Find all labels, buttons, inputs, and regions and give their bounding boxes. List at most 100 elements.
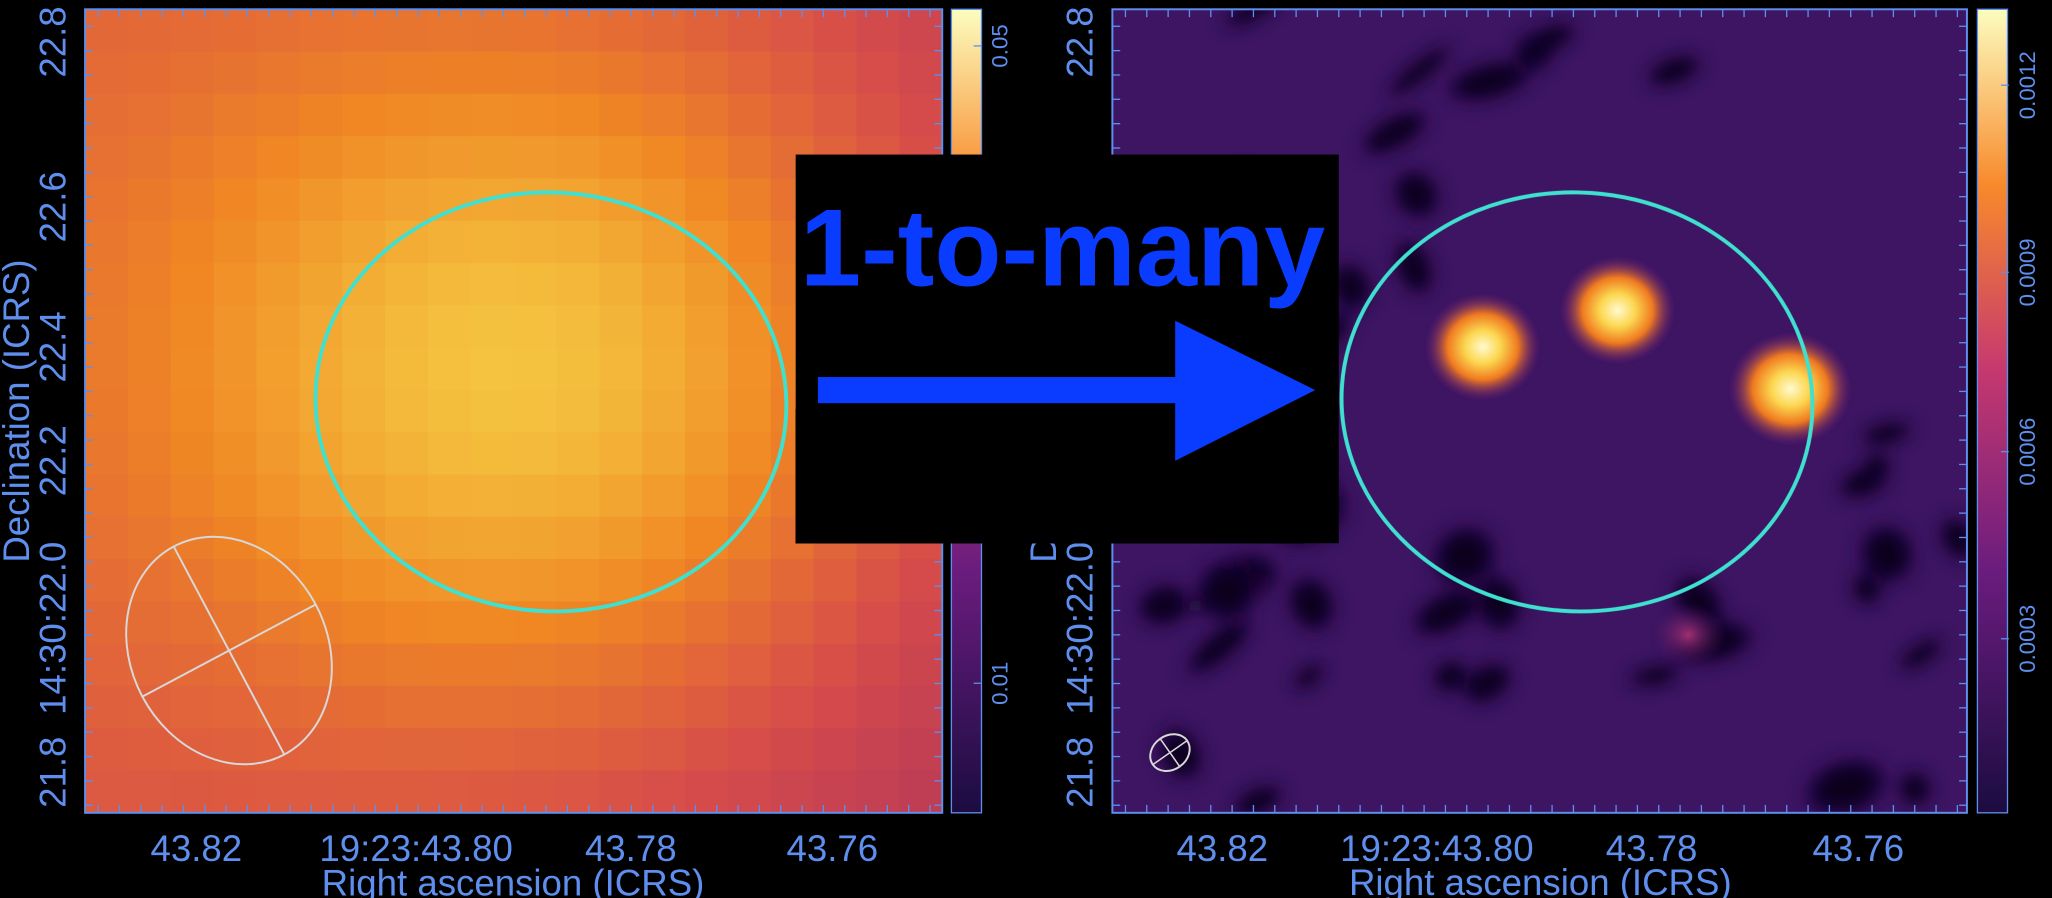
pixel xyxy=(599,9,643,53)
pixel xyxy=(470,9,515,53)
pixel xyxy=(470,770,515,814)
pixel xyxy=(213,432,258,476)
pixel xyxy=(342,178,386,222)
pixel xyxy=(642,93,686,137)
pixel xyxy=(727,51,772,95)
pixel xyxy=(813,643,858,687)
overlay: 1-to-many xyxy=(795,154,1339,544)
dark-patch xyxy=(1428,656,1472,697)
pixel xyxy=(556,432,601,476)
pixel xyxy=(213,770,258,814)
pixel xyxy=(427,728,472,772)
pixel xyxy=(470,136,515,180)
pixel xyxy=(599,93,643,137)
pixel xyxy=(685,389,729,433)
pixel xyxy=(85,9,129,53)
pixel xyxy=(342,770,386,814)
pixel xyxy=(513,305,558,349)
overlay-label: 1-to-many xyxy=(800,186,1325,309)
pixel xyxy=(342,432,386,476)
y-tick-label: 14:30:22.0 xyxy=(1060,542,1101,715)
pixel xyxy=(299,643,343,687)
dark-patch xyxy=(1153,721,1207,786)
pixel xyxy=(642,263,686,306)
pixel xyxy=(299,136,343,180)
pixel xyxy=(170,136,215,180)
pixel xyxy=(856,643,901,687)
y-tick-label: 21.8 xyxy=(1060,737,1101,808)
pixel xyxy=(85,51,129,95)
pixel xyxy=(170,685,215,729)
source xyxy=(1423,291,1542,402)
pixel xyxy=(299,728,343,772)
pixel xyxy=(685,474,729,518)
dark-patch xyxy=(1894,634,1948,675)
pixel xyxy=(599,220,643,264)
pixel xyxy=(642,728,686,772)
dark-patch xyxy=(1132,579,1197,631)
pixel xyxy=(856,728,901,772)
colorbar-tick-label: 0.0012 xyxy=(2015,51,2040,119)
pixel xyxy=(556,389,601,433)
pixel xyxy=(127,474,172,518)
pixel xyxy=(427,685,472,729)
dark-patch xyxy=(1380,40,1459,103)
pixel xyxy=(685,220,729,264)
pixel xyxy=(127,305,172,349)
pixel xyxy=(642,347,686,391)
pixel xyxy=(813,51,858,95)
pixel xyxy=(813,9,858,53)
pixel xyxy=(256,178,301,222)
pixel xyxy=(513,347,558,391)
left-image xyxy=(85,9,943,814)
pixel xyxy=(599,770,643,814)
pixel xyxy=(427,220,472,264)
pixel xyxy=(256,263,301,306)
pixel xyxy=(427,9,472,53)
pixel xyxy=(385,432,429,476)
pixel xyxy=(427,474,472,518)
pixel xyxy=(85,601,129,645)
pixel xyxy=(85,559,129,603)
pixel xyxy=(599,263,643,306)
pixel xyxy=(685,516,729,560)
x-tick-label: 43.76 xyxy=(786,828,878,869)
y-tick-label: 22.8 xyxy=(32,6,73,77)
pixel xyxy=(556,559,601,603)
pixel xyxy=(727,178,772,222)
pixel xyxy=(727,685,772,729)
pixel xyxy=(599,305,643,349)
pixel xyxy=(856,559,901,603)
pixel xyxy=(427,389,472,433)
pixel xyxy=(599,136,643,180)
pixel xyxy=(427,643,472,687)
y-tick-label: 21.8 xyxy=(32,737,73,808)
pixel xyxy=(127,220,172,264)
pixel xyxy=(85,728,129,772)
pixel xyxy=(427,263,472,306)
pixel xyxy=(470,305,515,349)
pixel xyxy=(385,136,429,180)
pixel xyxy=(470,559,515,603)
pixel xyxy=(556,51,601,95)
pixel xyxy=(342,136,386,180)
pixel xyxy=(899,93,943,137)
pixel xyxy=(599,643,643,687)
pixel xyxy=(385,51,429,95)
pixel xyxy=(899,728,943,772)
pixel xyxy=(213,220,258,264)
pixel xyxy=(342,559,386,603)
pixel xyxy=(213,305,258,349)
pixel xyxy=(170,389,215,433)
beam-axis xyxy=(172,546,286,755)
beam xyxy=(125,535,333,766)
pixel xyxy=(427,178,472,222)
pixel xyxy=(642,601,686,645)
pixel xyxy=(256,347,301,391)
pixel xyxy=(513,432,558,476)
pixel xyxy=(170,432,215,476)
pixel xyxy=(856,685,901,729)
pixel xyxy=(556,263,601,306)
pixel xyxy=(385,220,429,264)
